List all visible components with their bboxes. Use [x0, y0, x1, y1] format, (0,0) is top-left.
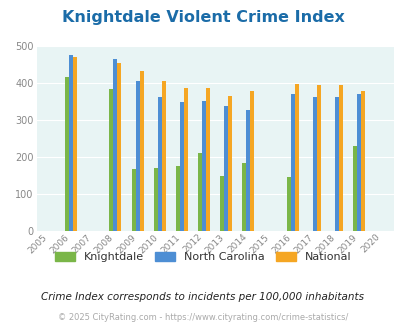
Bar: [228, 96, 232, 231]
Bar: [117, 63, 121, 231]
Bar: [139, 71, 143, 231]
Bar: [286, 178, 290, 231]
Bar: [135, 81, 139, 231]
Bar: [157, 97, 161, 231]
Bar: [335, 97, 339, 231]
Bar: [153, 168, 157, 231]
Legend: Knightdale, North Carolina, National: Knightdale, North Carolina, National: [50, 248, 355, 267]
Bar: [69, 55, 73, 231]
Bar: [220, 176, 224, 231]
Bar: [290, 93, 294, 231]
Bar: [224, 107, 228, 231]
Bar: [109, 89, 113, 231]
Text: Knightdale Violent Crime Index: Knightdale Violent Crime Index: [62, 10, 343, 25]
Text: © 2025 CityRating.com - https://www.cityrating.com/crime-statistics/: © 2025 CityRating.com - https://www.city…: [58, 313, 347, 322]
Text: Crime Index corresponds to incidents per 100,000 inhabitants: Crime Index corresponds to incidents per…: [41, 292, 364, 302]
Bar: [242, 163, 246, 231]
Bar: [179, 102, 183, 231]
Bar: [183, 87, 188, 231]
Bar: [353, 146, 356, 231]
Bar: [202, 101, 206, 231]
Bar: [339, 85, 342, 231]
Bar: [246, 110, 250, 231]
Bar: [206, 88, 209, 231]
Bar: [65, 77, 69, 231]
Bar: [294, 84, 298, 231]
Bar: [73, 56, 77, 231]
Bar: [175, 166, 179, 231]
Bar: [198, 153, 202, 231]
Bar: [113, 59, 117, 231]
Bar: [356, 93, 360, 231]
Bar: [312, 97, 316, 231]
Bar: [131, 169, 135, 231]
Bar: [316, 85, 320, 231]
Bar: [161, 81, 165, 231]
Bar: [250, 91, 254, 231]
Bar: [360, 91, 364, 231]
